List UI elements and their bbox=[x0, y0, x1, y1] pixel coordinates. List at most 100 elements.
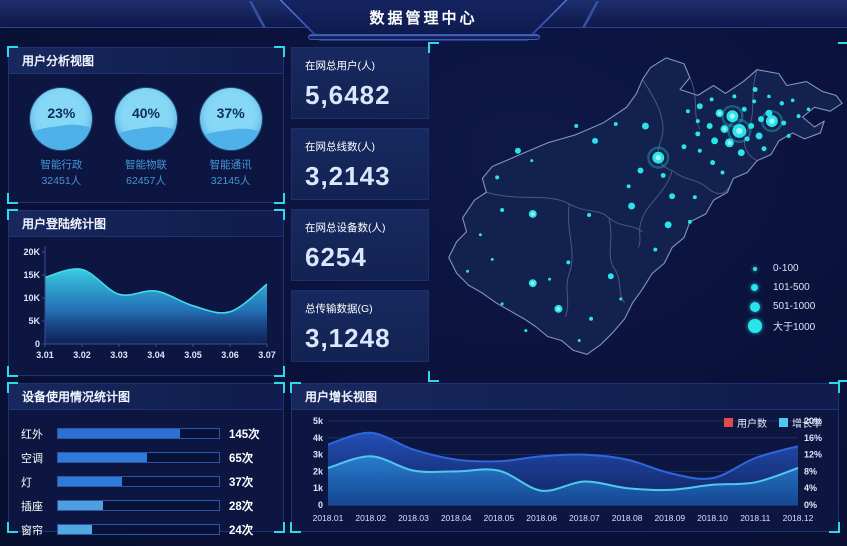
map-bubble bbox=[720, 170, 725, 175]
percent-circle-0: 23% 智能行政 32451人 bbox=[21, 88, 101, 190]
map-bubble bbox=[685, 109, 690, 114]
map-bubble bbox=[466, 269, 470, 273]
map-bubble bbox=[577, 338, 581, 342]
bar-value-label: 37次 bbox=[229, 476, 254, 489]
map-bubble bbox=[490, 257, 494, 261]
map-bubble bbox=[710, 160, 716, 166]
bar-category-label: 插座 bbox=[21, 500, 43, 513]
circle-percent: 23% bbox=[47, 105, 76, 121]
map-legend-dot bbox=[749, 301, 760, 312]
map-bubble bbox=[761, 146, 767, 152]
circle-wave bbox=[199, 123, 262, 150]
map-bubble bbox=[779, 101, 784, 106]
svg-text:3.02: 3.02 bbox=[73, 350, 91, 360]
map-bubble bbox=[748, 123, 755, 129]
svg-text:3.03: 3.03 bbox=[110, 350, 128, 360]
legend-label: 用户数 bbox=[737, 419, 767, 430]
map-bubble bbox=[637, 167, 644, 174]
bar-track bbox=[57, 428, 220, 439]
map-bubble bbox=[626, 184, 631, 189]
svg-text:0%: 0% bbox=[804, 500, 817, 510]
map-bubble bbox=[478, 233, 482, 237]
map-bubble bbox=[548, 277, 552, 281]
map-bubble bbox=[711, 137, 719, 145]
header-decor-bar bbox=[307, 34, 540, 40]
percent-circle-2: 37% 智能通讯 32145人 bbox=[191, 88, 271, 190]
map-bubble bbox=[737, 149, 745, 157]
map-bubble bbox=[607, 273, 614, 280]
svg-text:3.04: 3.04 bbox=[147, 350, 165, 360]
svg-text:15K: 15K bbox=[23, 270, 40, 280]
map-bubble bbox=[500, 302, 504, 306]
map-bubble bbox=[752, 86, 758, 92]
bar-fill bbox=[58, 453, 147, 462]
corner-bracket-bl bbox=[7, 193, 18, 204]
panel-user-growth: 用户增长视图 用户数 增长率 0 0% 1k 4% 2k 8% 3k 12% 4k 16% 5k 20%… bbox=[290, 382, 840, 533]
svg-text:2018.05: 2018.05 bbox=[484, 513, 515, 523]
device-bar-row: 灯 37次 bbox=[21, 474, 271, 489]
map-bubble-core bbox=[722, 127, 727, 131]
circle-percent: 37% bbox=[216, 105, 245, 121]
liquid-circle: 23% bbox=[30, 88, 93, 150]
map-legend-dot bbox=[752, 266, 757, 271]
svg-text:1k: 1k bbox=[313, 483, 324, 493]
svg-text:8%: 8% bbox=[804, 466, 817, 476]
circle-wave bbox=[114, 121, 177, 150]
map-bubble bbox=[495, 175, 500, 180]
svg-text:2018.01: 2018.01 bbox=[313, 513, 344, 523]
stat-card-total-data: 总传输数据(G) 3,1248 bbox=[291, 290, 429, 362]
map-bubble bbox=[660, 172, 666, 178]
bar-category-label: 窗帘 bbox=[21, 524, 43, 537]
map-bubble bbox=[696, 103, 703, 110]
map-legend-label: 0-100 bbox=[773, 263, 799, 274]
stat-label: 在网总设备数(人) bbox=[305, 222, 386, 234]
header-accent-right bbox=[581, 1, 599, 28]
map-bubble-core bbox=[655, 154, 661, 161]
circle-wave bbox=[30, 119, 93, 150]
bar-track bbox=[57, 476, 220, 487]
svg-text:3.07: 3.07 bbox=[258, 350, 276, 360]
svg-text:3.01: 3.01 bbox=[36, 350, 54, 360]
legend-item-用户数: 用户数 bbox=[724, 415, 767, 430]
map-bubble bbox=[695, 119, 700, 124]
map-bubble bbox=[653, 247, 658, 252]
map-bubble bbox=[744, 136, 750, 142]
legend-dot-wrap bbox=[749, 301, 767, 312]
map-bubble bbox=[806, 107, 811, 112]
map-legend: 0-100 101-500 501-1000 大于1000 bbox=[747, 259, 815, 335]
bar-fill bbox=[58, 429, 181, 438]
panel-user-analysis: 用户分析视图 23% 智能行政 32451人 40% 智能物联 62457人 37%… bbox=[7, 46, 285, 204]
stat-value: 6254 bbox=[305, 242, 367, 272]
svg-text:2k: 2k bbox=[313, 466, 324, 476]
svg-text:2018.12: 2018.12 bbox=[783, 513, 814, 523]
svg-text:2018.07: 2018.07 bbox=[569, 513, 600, 523]
device-bar-chart: 红外 145次 空调 65次灯 37次 插座 28次 窗帘 24次 bbox=[9, 410, 283, 537]
bar-track bbox=[57, 452, 220, 463]
svg-text:0: 0 bbox=[35, 339, 40, 349]
stat-card-total-lines: 在网总线数(人) 3,2143 bbox=[291, 128, 429, 200]
map-legend-row: 501-1000 bbox=[749, 297, 815, 316]
map-bubble bbox=[790, 98, 795, 103]
svg-text:4%: 4% bbox=[804, 483, 817, 493]
bar-category-label: 红外 bbox=[21, 428, 43, 441]
circle-percent: 40% bbox=[131, 105, 160, 121]
svg-text:0: 0 bbox=[318, 500, 323, 510]
growth-area-chart: 0 0% 1k 4% 2k 8% 3k 12% 4k 16% 5k 20% 2018.01 2018.02… bbox=[313, 416, 822, 523]
svg-text:5k: 5k bbox=[313, 416, 324, 426]
login-area-chart: 0 5K 10K 15K 20K 3.01 3.02 3.03 3.04 3.05 3.06 3.07 bbox=[23, 246, 276, 360]
panel-title-user-analysis: 用户分析视图 bbox=[9, 48, 283, 74]
circle-label: 智能行政 32451人 bbox=[40, 159, 83, 187]
map-bubble bbox=[758, 116, 765, 123]
bar-track bbox=[57, 524, 220, 535]
svg-text:2018.08: 2018.08 bbox=[612, 513, 643, 523]
map-bubble bbox=[765, 109, 773, 117]
bar-value-label: 28次 bbox=[229, 500, 254, 513]
device-bar-row: 空调 65次 bbox=[21, 450, 271, 465]
province-map-region: 0-100 101-500 501-1000 大于1000 bbox=[428, 42, 847, 382]
map-bubble bbox=[530, 159, 534, 163]
map-bubble bbox=[786, 133, 791, 138]
map-bubble-core bbox=[717, 111, 722, 115]
map-bubble-core bbox=[530, 281, 535, 285]
map-bubble bbox=[687, 219, 692, 224]
device-bar-row: 红外 145次 bbox=[21, 426, 271, 441]
